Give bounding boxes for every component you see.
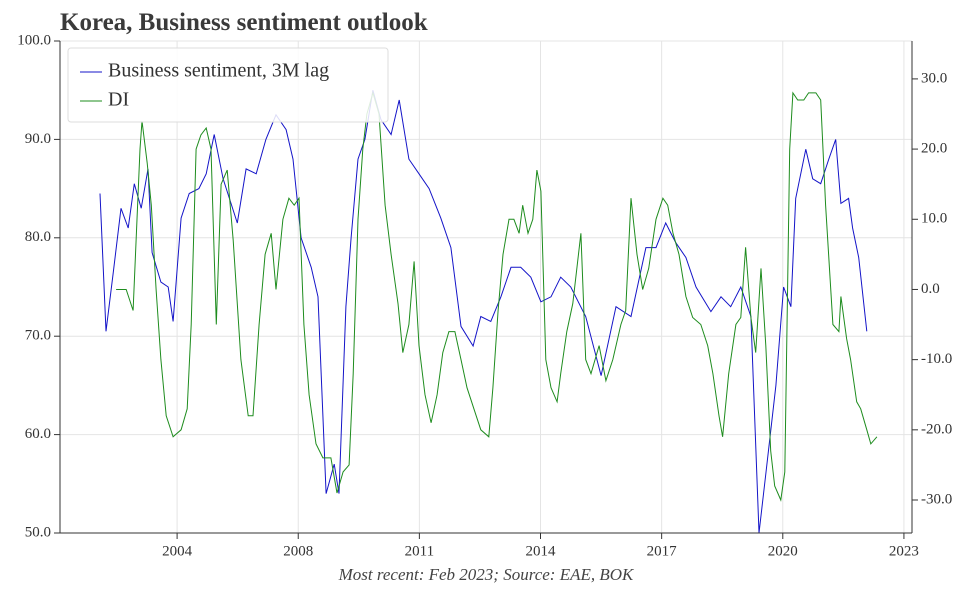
legend-label: Business sentiment, 3M lag	[108, 60, 329, 82]
x-tick-label: 2017	[647, 543, 678, 559]
legend-label: DI	[108, 89, 129, 111]
x-tick-label: 2004	[162, 543, 193, 559]
chart-title: Korea, Business sentiment outlook	[60, 9, 428, 36]
y2-tick-label: -30.0	[921, 491, 952, 507]
y2-tick-label: 20.0	[921, 141, 947, 157]
x-tick-label: 2023	[889, 543, 919, 559]
y2-tick-label: 30.0	[921, 70, 947, 86]
y-tick-label: 50.0	[25, 524, 51, 540]
y-tick-label: 60.0	[25, 426, 51, 442]
series-line	[99, 90, 868, 534]
x-tick-label: 2014	[526, 543, 557, 559]
y2-tick-label: -20.0	[921, 421, 952, 437]
axes: 2004 2008 2011 2014 2017 2020 2023 50.0 60.0 70.0…	[17, 32, 952, 559]
y2-tick-label: -10.0	[921, 351, 952, 367]
x-tick-label: 2008	[283, 543, 313, 559]
y-tick-label: 100.0	[17, 32, 51, 48]
plot-lines	[99, 90, 878, 534]
y-tick-label: 80.0	[25, 229, 51, 245]
legend: Business sentiment, 3M lag DI	[67, 47, 389, 123]
y2-tick-label: 10.0	[921, 211, 947, 227]
footnote: Most recent: Feb 2023; Source: EAE, BOK	[338, 565, 635, 584]
legend-box	[67, 47, 389, 123]
y2-tick-label: 0.0	[921, 281, 940, 297]
y-tick-label: 70.0	[25, 328, 51, 344]
x-tick-label: 2020	[768, 543, 798, 559]
y-tick-label: 90.0	[25, 131, 51, 147]
x-tick-label: 2011	[405, 543, 434, 559]
series-line	[116, 91, 878, 502]
